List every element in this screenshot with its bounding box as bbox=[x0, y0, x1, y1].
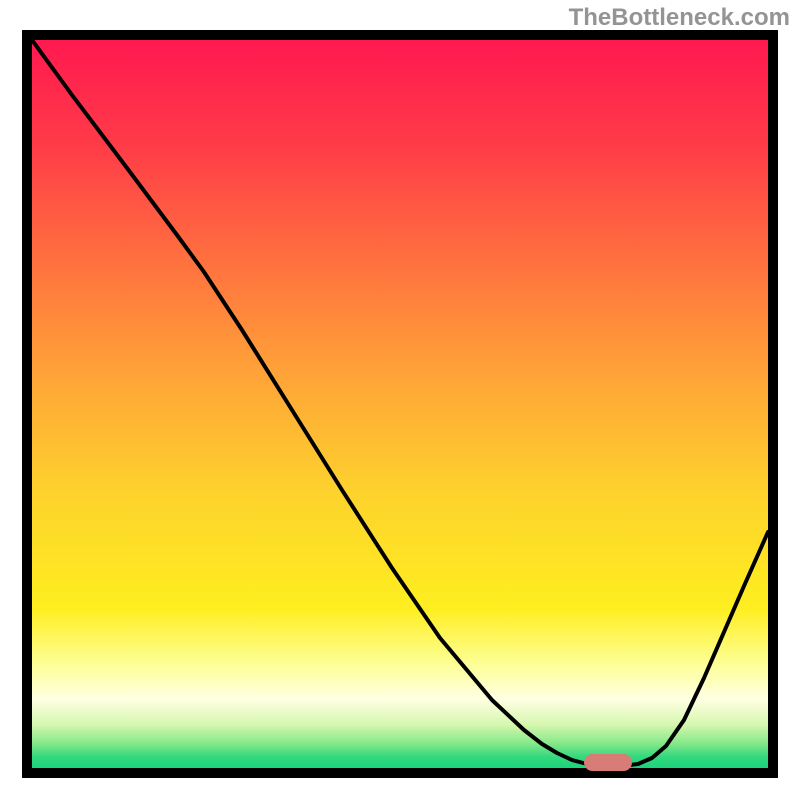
plot-area bbox=[22, 30, 778, 778]
optimal-marker bbox=[584, 754, 632, 771]
bottleneck-curve bbox=[32, 40, 768, 766]
chart-frame: TheBottleneck.com bbox=[0, 0, 800, 800]
watermark-text: TheBottleneck.com bbox=[569, 4, 790, 32]
curve-layer bbox=[32, 40, 768, 768]
